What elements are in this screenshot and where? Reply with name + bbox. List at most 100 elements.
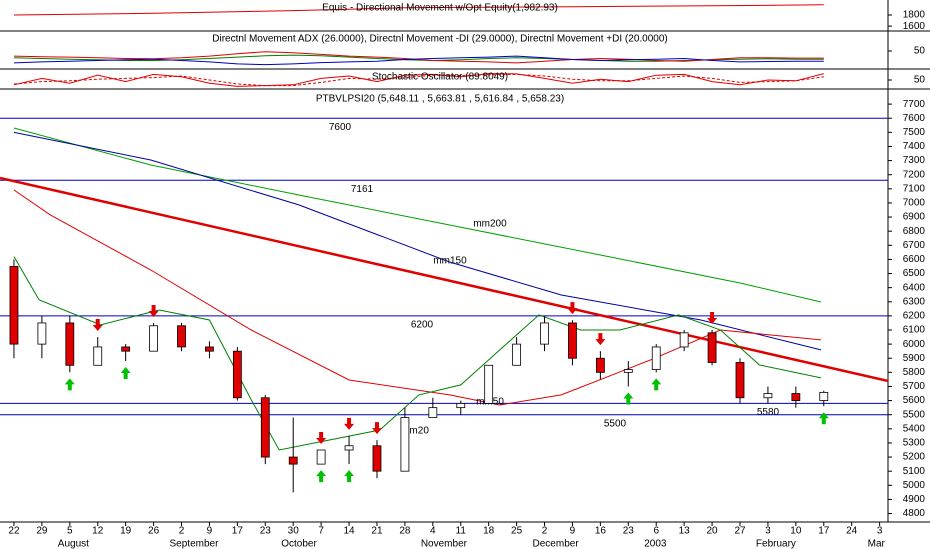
candle-body bbox=[623, 369, 633, 373]
candle-body bbox=[763, 393, 773, 399]
x-tick-label: 18 bbox=[483, 526, 495, 537]
y-tick-label: 7100 bbox=[903, 183, 926, 194]
x-tick-label: 28 bbox=[399, 526, 411, 537]
y-tick-label: 5200 bbox=[903, 452, 926, 463]
buy-arrow bbox=[316, 470, 327, 483]
y-tick-label: 5800 bbox=[903, 367, 926, 378]
candle-body bbox=[456, 403, 466, 409]
y-tick-label: 6800 bbox=[903, 226, 926, 237]
candle-body bbox=[177, 325, 186, 348]
candle-body bbox=[205, 346, 214, 352]
candle-body bbox=[679, 332, 689, 348]
x-tick-label: 24 bbox=[846, 526, 858, 537]
sell-arrow bbox=[595, 333, 606, 346]
series-line bbox=[13, 54, 824, 62]
buy-arrow bbox=[818, 412, 829, 425]
x-tick-label: 29 bbox=[36, 526, 48, 537]
y-tick-label: 5400 bbox=[903, 423, 926, 434]
x-tick-label: 9 bbox=[570, 526, 576, 537]
sell-arrow bbox=[707, 312, 718, 324]
panel-title: Equis - Directional Movement w/Opt Equit… bbox=[322, 3, 558, 14]
x-tick-label: 4 bbox=[430, 526, 436, 537]
y-tick-label: 7400 bbox=[903, 141, 926, 152]
candle-body bbox=[791, 393, 801, 401]
candle-body bbox=[288, 456, 298, 465]
x-tick-label: 20 bbox=[707, 526, 719, 537]
x-tick-label: 23 bbox=[260, 526, 272, 537]
candle-body bbox=[65, 322, 75, 366]
x-tick-label: 17 bbox=[232, 526, 244, 537]
candle-body bbox=[344, 445, 354, 451]
candle-body bbox=[484, 364, 494, 404]
candle-body bbox=[400, 417, 410, 472]
y-tick-label: 6400 bbox=[903, 282, 926, 293]
y-tick-label: 7000 bbox=[903, 198, 926, 209]
buy-arrow bbox=[120, 367, 131, 380]
series-line bbox=[13, 55, 824, 66]
month-label: September bbox=[170, 539, 220, 549]
x-tick-label: 25 bbox=[511, 526, 523, 537]
sell-arrow bbox=[371, 422, 382, 435]
candle-body bbox=[651, 346, 661, 370]
month-label: 2003 bbox=[644, 539, 667, 549]
y-tick-label: 6200 bbox=[903, 311, 926, 322]
y-tick-label: 4800 bbox=[903, 508, 926, 519]
series-line bbox=[13, 131, 822, 351]
sell-arrow bbox=[344, 417, 355, 430]
candle-body bbox=[260, 397, 270, 458]
month-label: February bbox=[756, 539, 796, 549]
x-tick-label: 26 bbox=[148, 526, 160, 537]
candle-body bbox=[232, 350, 242, 399]
series-line bbox=[13, 127, 822, 303]
x-tick-label: 3 bbox=[765, 526, 771, 537]
candle-body bbox=[595, 357, 605, 373]
level-label: 5500 bbox=[604, 418, 627, 429]
candle-body bbox=[735, 362, 745, 399]
candle-body bbox=[568, 322, 577, 359]
y-tick-label: 5000 bbox=[903, 480, 926, 491]
x-tick-label: 11 bbox=[456, 526, 467, 537]
y-tick-label: 6900 bbox=[903, 212, 926, 223]
y-tick-label: 4900 bbox=[903, 494, 926, 505]
x-tick-label: 13 bbox=[679, 526, 691, 537]
series-line bbox=[13, 4, 824, 16]
candle-body bbox=[819, 391, 829, 401]
y-tick-label: 6700 bbox=[903, 240, 926, 251]
buy-arrow bbox=[651, 378, 662, 391]
candle-body bbox=[93, 346, 103, 366]
y-tick-label: 6100 bbox=[903, 325, 926, 336]
y-tick-label: 50 bbox=[914, 46, 926, 57]
panel-title: PTBVLPSI20 (5,648.11 , 5,663.81 , 5,616.… bbox=[316, 94, 564, 105]
x-tick-label: 27 bbox=[734, 526, 746, 537]
level-label: 7600 bbox=[329, 122, 352, 133]
series-label: mm20 bbox=[401, 426, 429, 437]
y-tick-label: 5100 bbox=[903, 466, 926, 477]
sell-arrow bbox=[92, 319, 103, 332]
candle-body bbox=[37, 322, 47, 345]
x-tick-label: 12 bbox=[92, 526, 104, 537]
y-tick-label: 6600 bbox=[903, 254, 926, 265]
candle-body bbox=[9, 266, 19, 345]
x-tick-label: 2 bbox=[542, 526, 548, 537]
y-tick-label: 7300 bbox=[903, 155, 926, 166]
panel-title: Stochastic Oscillator (89.8049) bbox=[372, 72, 508, 83]
x-tick-label: 22 bbox=[8, 526, 20, 537]
sell-arrow bbox=[567, 302, 578, 315]
y-tick-label: 6500 bbox=[903, 268, 926, 279]
y-tick-label: 5300 bbox=[903, 438, 926, 449]
y-tick-label: 5700 bbox=[903, 381, 926, 392]
series-label: mm150 bbox=[433, 256, 467, 267]
y-tick-label: 7200 bbox=[903, 169, 926, 180]
y-tick-label: 7600 bbox=[903, 113, 926, 124]
x-tick-label: 6 bbox=[653, 526, 659, 537]
level-label: 7161 bbox=[351, 184, 374, 195]
x-tick-label: 3 bbox=[877, 526, 883, 537]
y-tick-label: 7500 bbox=[903, 127, 926, 138]
candle-body bbox=[707, 332, 717, 363]
y-tick-label: 6300 bbox=[903, 296, 926, 307]
buy-arrow bbox=[64, 378, 75, 391]
month-label: November bbox=[421, 539, 468, 549]
buy-arrow bbox=[623, 392, 634, 405]
